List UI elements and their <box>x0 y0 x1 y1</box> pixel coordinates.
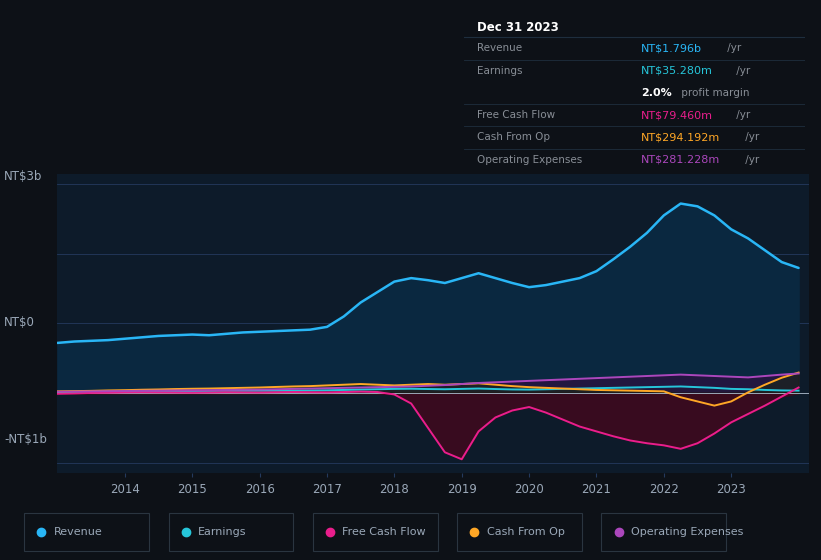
Text: Dec 31 2023: Dec 31 2023 <box>478 21 559 34</box>
Text: NT$281.228m: NT$281.228m <box>641 155 720 165</box>
FancyBboxPatch shape <box>313 513 438 551</box>
FancyBboxPatch shape <box>25 513 149 551</box>
Text: Earnings: Earnings <box>198 527 246 537</box>
Text: /yr: /yr <box>733 110 750 120</box>
Text: Cash From Op: Cash From Op <box>487 527 565 537</box>
Text: Earnings: Earnings <box>478 66 523 76</box>
Text: /yr: /yr <box>724 44 741 54</box>
Text: Revenue: Revenue <box>478 44 523 54</box>
FancyBboxPatch shape <box>601 513 727 551</box>
Text: /yr: /yr <box>742 155 759 165</box>
FancyBboxPatch shape <box>457 513 582 551</box>
FancyBboxPatch shape <box>168 513 293 551</box>
Text: NT$294.192m: NT$294.192m <box>641 133 720 142</box>
Text: Operating Expenses: Operating Expenses <box>478 155 583 165</box>
Text: Free Cash Flow: Free Cash Flow <box>478 110 556 120</box>
Text: Free Cash Flow: Free Cash Flow <box>342 527 426 537</box>
Text: Operating Expenses: Operating Expenses <box>631 527 743 537</box>
Text: /yr: /yr <box>733 66 750 76</box>
Text: 2.0%: 2.0% <box>641 88 672 98</box>
Text: NT$3b: NT$3b <box>4 170 43 183</box>
Text: profit margin: profit margin <box>678 88 750 98</box>
Text: Revenue: Revenue <box>54 527 103 537</box>
Text: NT$0: NT$0 <box>4 315 35 329</box>
Text: NT$35.280m: NT$35.280m <box>641 66 713 76</box>
Text: Cash From Op: Cash From Op <box>478 133 551 142</box>
Text: NT$1.796b: NT$1.796b <box>641 44 702 54</box>
Text: -NT$1b: -NT$1b <box>4 433 47 446</box>
Text: NT$79.460m: NT$79.460m <box>641 110 713 120</box>
Text: /yr: /yr <box>742 133 759 142</box>
